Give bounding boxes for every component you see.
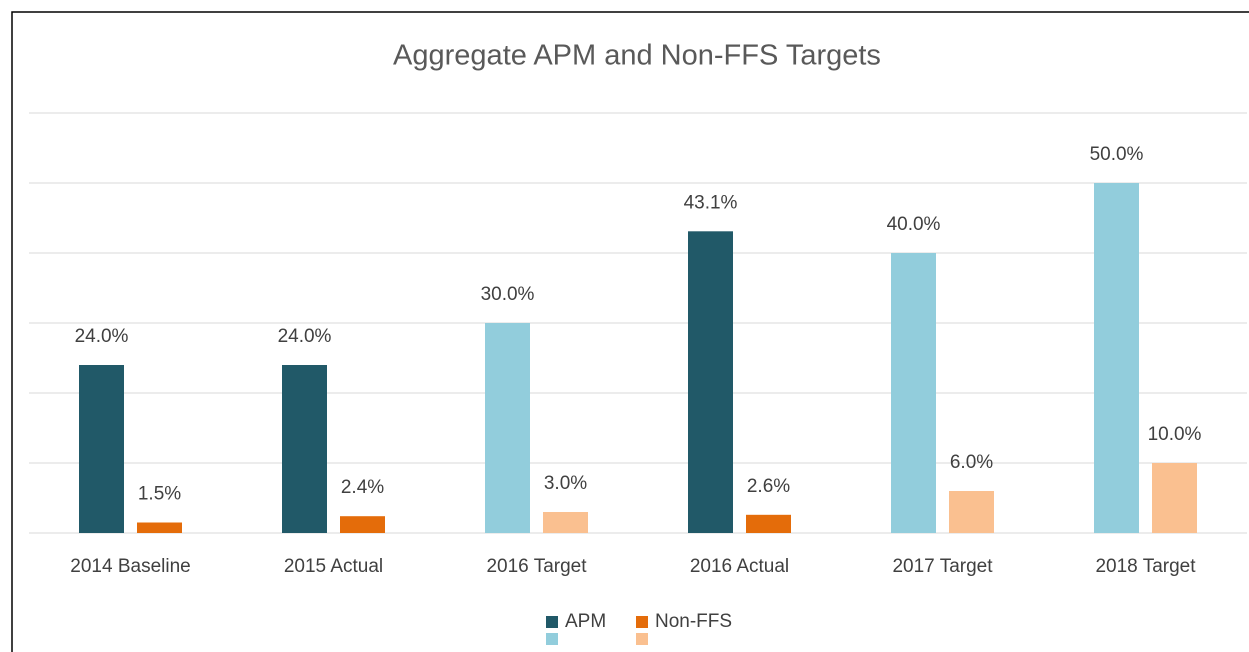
legend-swatch [636, 616, 648, 628]
bar [543, 512, 588, 533]
data-label: 10.0% [1148, 424, 1202, 445]
x-tick-label: 2015 Actual [284, 556, 383, 577]
x-tick-label: 2018 Target [1095, 556, 1196, 577]
data-label: 3.0% [544, 473, 587, 494]
bar [79, 365, 124, 533]
data-label: 30.0% [481, 284, 535, 305]
chart-title: Aggregate APM and Non-FFS Targets [393, 40, 881, 72]
legend-swatch [636, 633, 648, 645]
bar [282, 365, 327, 533]
bar [746, 514, 791, 533]
data-label: 2.4% [341, 477, 384, 498]
bar [137, 522, 182, 533]
bar [1094, 183, 1139, 533]
legend-label: APM [565, 611, 606, 632]
data-label: 50.0% [1090, 144, 1144, 165]
x-tick-label: 2014 Baseline [70, 556, 190, 577]
data-label: 40.0% [887, 214, 941, 235]
data-label: 43.1% [684, 192, 738, 213]
chart-frame [11, 11, 1249, 652]
legend-swatch [546, 633, 558, 645]
data-label: 2.6% [747, 476, 790, 497]
data-label: 1.5% [138, 484, 181, 505]
legend-label: Non-FFS [655, 611, 732, 632]
x-tick-label: 2016 Target [486, 556, 587, 577]
x-tick-label: 2017 Target [892, 556, 993, 577]
bar [340, 516, 385, 533]
data-label: 24.0% [278, 326, 332, 347]
bar [688, 231, 733, 534]
legend-swatch [546, 616, 558, 628]
data-label: 6.0% [950, 452, 993, 473]
bar [949, 491, 994, 533]
x-tick-label: 2016 Actual [690, 556, 789, 577]
bar [485, 323, 530, 533]
bar [1152, 463, 1197, 533]
data-label: 24.0% [75, 326, 129, 347]
bar [891, 253, 936, 533]
